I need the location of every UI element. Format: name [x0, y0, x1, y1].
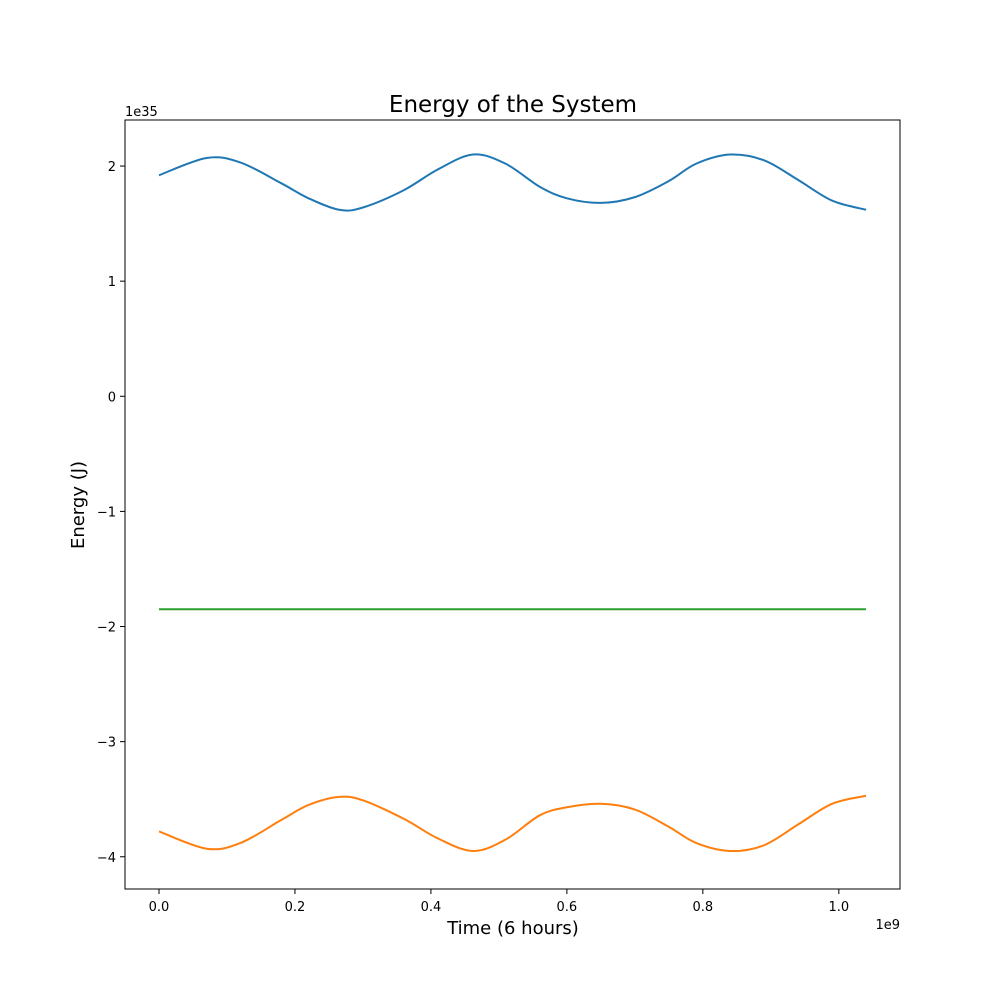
chart-title: Energy of the System	[389, 92, 637, 118]
y-tick-label: −2	[97, 621, 116, 636]
x-tick-label: 0.0	[149, 900, 170, 915]
y-tick-label: −3	[97, 736, 116, 751]
x-axis-label: Time (6 hours)	[446, 918, 579, 939]
y-tick-label: 1	[108, 275, 116, 290]
y-tick-label: −4	[97, 851, 116, 866]
x-ticks: 0.0 0.2 0.4 0.6 0.8 1.0	[149, 889, 849, 915]
y-tick-label: 2	[108, 160, 116, 175]
x-tick-label: 0.8	[693, 900, 714, 915]
x-tick-label: 0.4	[421, 900, 442, 915]
x-tick-label: 0.2	[285, 900, 306, 915]
y-offset-label: 1e35	[125, 105, 158, 120]
x-tick-label: 1.0	[828, 900, 849, 915]
y-tick-label: −1	[97, 505, 116, 520]
x-tick-label: 0.6	[557, 900, 578, 915]
x-offset-label: 1e9	[875, 918, 900, 933]
plot-series	[158, 153, 867, 853]
y-axis-label: Energy (J)	[68, 461, 89, 549]
plot-frame	[124, 119, 901, 890]
y-ticks: −4 −3 −2 −1 0 1 2	[97, 160, 125, 866]
y-tick-label: 0	[108, 390, 116, 405]
series-line-1	[158, 153, 867, 212]
series-line-2	[158, 794, 867, 853]
